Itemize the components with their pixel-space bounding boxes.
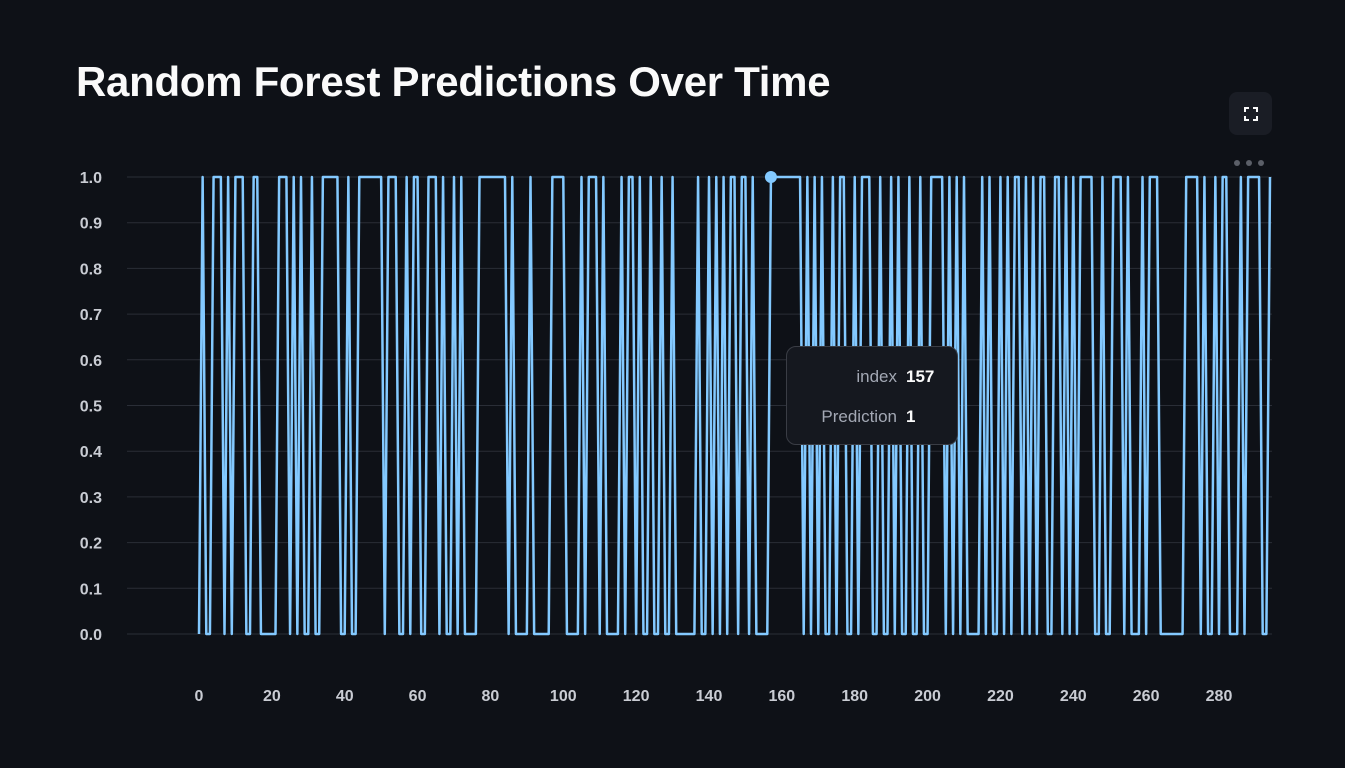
- x-tick-label: 120: [623, 688, 650, 705]
- x-tick-label: 20: [263, 688, 281, 705]
- more-options-button[interactable]: [1234, 155, 1264, 171]
- tooltip-value: 1: [906, 407, 916, 426]
- tooltip-row-index: index 157: [787, 367, 934, 387]
- x-tick-label: 100: [550, 688, 577, 705]
- x-tick-label: 260: [1133, 688, 1160, 705]
- tooltip-row-prediction: Prediction 1: [787, 407, 915, 427]
- tooltip-key: Prediction: [821, 407, 897, 426]
- x-axis: 0 20 40 60 80 100 120 140 160 180 200 220 240 260 280: [195, 688, 1233, 705]
- y-tick-label: 0.6: [80, 353, 102, 370]
- prediction-series-line[interactable]: [197, 175, 1272, 636]
- y-tick-label: 1.0: [80, 170, 102, 187]
- y-tick-label: 0.1: [80, 581, 102, 598]
- y-tick-label: 0.9: [80, 216, 102, 233]
- y-tick-label: 0.3: [80, 490, 102, 507]
- fullscreen-button[interactable]: [1229, 92, 1272, 135]
- x-tick-label: 160: [769, 688, 796, 705]
- x-tick-label: 200: [914, 688, 941, 705]
- more-horizontal-icon: [1234, 160, 1240, 166]
- y-tick-label: 0.0: [80, 627, 102, 644]
- x-tick-label: 60: [409, 688, 427, 705]
- x-tick-label: 280: [1206, 688, 1233, 705]
- x-tick-label: 80: [482, 688, 500, 705]
- x-tick-label: 140: [696, 688, 723, 705]
- y-tick-label: 0.7: [80, 307, 102, 324]
- y-tick-label: 0.4: [80, 444, 102, 461]
- y-tick-label: 0.8: [80, 261, 102, 278]
- tooltip-value: 157: [906, 367, 935, 386]
- x-tick-label: 220: [987, 688, 1014, 705]
- x-tick-label: 240: [1060, 688, 1087, 705]
- x-tick-label: 180: [841, 688, 868, 705]
- y-tick-label: 0.5: [80, 399, 102, 416]
- x-tick-label: 0: [195, 688, 204, 705]
- more-horizontal-icon: [1258, 160, 1264, 166]
- chart-tooltip: index 157 Prediction 1: [786, 346, 958, 445]
- tooltip-key: index: [856, 367, 897, 386]
- fullscreen-icon: [1243, 106, 1258, 121]
- x-tick-label: 40: [336, 688, 354, 705]
- hover-point: [764, 171, 777, 183]
- y-axis: 0.0 0.1 0.2 0.3 0.4 0.5 0.6 0.7 0.8 0.9 1.0: [80, 170, 102, 644]
- page-title: Random Forest Predictions Over Time: [76, 58, 831, 105]
- more-horizontal-icon: [1246, 160, 1252, 166]
- y-tick-label: 0.2: [80, 536, 102, 553]
